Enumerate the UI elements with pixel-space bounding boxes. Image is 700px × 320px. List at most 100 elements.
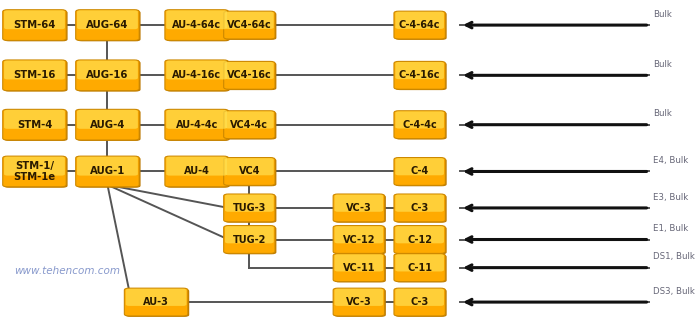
- FancyBboxPatch shape: [225, 112, 276, 140]
- FancyBboxPatch shape: [77, 61, 141, 92]
- FancyBboxPatch shape: [225, 226, 274, 243]
- Text: VC-11: VC-11: [342, 263, 375, 273]
- FancyBboxPatch shape: [395, 227, 447, 254]
- FancyBboxPatch shape: [395, 62, 444, 79]
- Text: AU-4: AU-4: [183, 166, 209, 177]
- FancyBboxPatch shape: [395, 289, 447, 317]
- FancyBboxPatch shape: [224, 157, 275, 185]
- Text: E1, Bulk: E1, Bulk: [653, 224, 688, 233]
- Text: C-4-64c: C-4-64c: [399, 20, 440, 30]
- FancyBboxPatch shape: [335, 254, 383, 271]
- FancyBboxPatch shape: [395, 289, 444, 306]
- FancyBboxPatch shape: [225, 12, 274, 29]
- Text: Bulk: Bulk: [653, 60, 671, 69]
- FancyBboxPatch shape: [395, 12, 447, 40]
- FancyBboxPatch shape: [395, 226, 444, 243]
- Text: STM-1/
STM-1e: STM-1/ STM-1e: [13, 161, 55, 182]
- FancyBboxPatch shape: [166, 110, 230, 141]
- Text: C-4-4c: C-4-4c: [402, 120, 437, 130]
- FancyBboxPatch shape: [166, 157, 227, 176]
- FancyBboxPatch shape: [335, 227, 386, 254]
- FancyBboxPatch shape: [224, 226, 275, 253]
- FancyBboxPatch shape: [395, 112, 447, 140]
- FancyBboxPatch shape: [165, 156, 228, 187]
- FancyBboxPatch shape: [76, 109, 139, 140]
- FancyBboxPatch shape: [3, 156, 66, 187]
- Text: AUG-16: AUG-16: [86, 70, 129, 80]
- FancyBboxPatch shape: [395, 195, 447, 223]
- FancyBboxPatch shape: [165, 109, 228, 140]
- FancyBboxPatch shape: [225, 227, 276, 254]
- Text: C-3: C-3: [410, 203, 429, 213]
- FancyBboxPatch shape: [224, 11, 275, 39]
- FancyBboxPatch shape: [4, 10, 65, 29]
- FancyBboxPatch shape: [394, 157, 445, 185]
- FancyBboxPatch shape: [395, 158, 447, 186]
- FancyBboxPatch shape: [225, 62, 274, 79]
- Text: DS1, Bulk: DS1, Bulk: [653, 252, 694, 261]
- Text: www.tehencom.com: www.tehencom.com: [14, 266, 120, 276]
- FancyBboxPatch shape: [3, 60, 66, 91]
- FancyBboxPatch shape: [166, 10, 227, 29]
- FancyBboxPatch shape: [4, 110, 68, 141]
- FancyBboxPatch shape: [126, 289, 189, 317]
- Text: AU-4-4c: AU-4-4c: [176, 120, 218, 130]
- FancyBboxPatch shape: [333, 226, 384, 253]
- FancyBboxPatch shape: [77, 110, 141, 141]
- FancyBboxPatch shape: [394, 194, 445, 222]
- Text: DS3, Bulk: DS3, Bulk: [653, 287, 694, 296]
- FancyBboxPatch shape: [395, 158, 444, 175]
- FancyBboxPatch shape: [4, 61, 68, 92]
- Text: AU-3: AU-3: [144, 297, 169, 307]
- FancyBboxPatch shape: [225, 158, 274, 175]
- Text: VC-12: VC-12: [342, 235, 375, 244]
- Text: Bulk: Bulk: [653, 10, 671, 19]
- FancyBboxPatch shape: [125, 288, 188, 316]
- Text: VC-3: VC-3: [346, 297, 372, 307]
- FancyBboxPatch shape: [166, 11, 230, 41]
- FancyBboxPatch shape: [395, 255, 447, 283]
- Text: VC4: VC4: [239, 166, 260, 177]
- FancyBboxPatch shape: [225, 158, 276, 186]
- FancyBboxPatch shape: [335, 195, 383, 212]
- FancyBboxPatch shape: [335, 289, 386, 317]
- FancyBboxPatch shape: [76, 10, 139, 40]
- FancyBboxPatch shape: [395, 12, 444, 29]
- FancyBboxPatch shape: [166, 60, 227, 79]
- FancyBboxPatch shape: [4, 60, 65, 79]
- FancyBboxPatch shape: [225, 62, 276, 90]
- Text: STM-64: STM-64: [13, 20, 56, 30]
- Text: AU-4-64c: AU-4-64c: [172, 20, 221, 30]
- Text: AU-4-16c: AU-4-16c: [172, 70, 221, 80]
- FancyBboxPatch shape: [76, 156, 139, 187]
- FancyBboxPatch shape: [395, 254, 444, 271]
- FancyBboxPatch shape: [126, 289, 186, 306]
- FancyBboxPatch shape: [77, 11, 141, 41]
- Text: STM-16: STM-16: [13, 70, 56, 80]
- FancyBboxPatch shape: [3, 109, 66, 140]
- FancyBboxPatch shape: [77, 157, 138, 176]
- Text: TUG-3: TUG-3: [232, 203, 266, 213]
- FancyBboxPatch shape: [335, 255, 386, 283]
- FancyBboxPatch shape: [77, 110, 138, 129]
- FancyBboxPatch shape: [225, 12, 276, 40]
- FancyBboxPatch shape: [224, 61, 275, 89]
- FancyBboxPatch shape: [4, 157, 65, 176]
- FancyBboxPatch shape: [77, 60, 138, 79]
- FancyBboxPatch shape: [335, 289, 383, 306]
- FancyBboxPatch shape: [165, 10, 228, 40]
- Text: E4, Bulk: E4, Bulk: [653, 156, 688, 165]
- FancyBboxPatch shape: [395, 195, 444, 212]
- FancyBboxPatch shape: [4, 110, 65, 129]
- Text: VC4-4c: VC4-4c: [230, 120, 268, 130]
- FancyBboxPatch shape: [395, 62, 447, 90]
- Text: C-4: C-4: [410, 166, 429, 177]
- FancyBboxPatch shape: [394, 111, 445, 139]
- Text: STM-4: STM-4: [17, 120, 52, 130]
- FancyBboxPatch shape: [3, 10, 66, 40]
- FancyBboxPatch shape: [333, 194, 384, 222]
- FancyBboxPatch shape: [4, 157, 68, 188]
- FancyBboxPatch shape: [333, 254, 384, 282]
- FancyBboxPatch shape: [225, 111, 274, 129]
- FancyBboxPatch shape: [335, 195, 386, 223]
